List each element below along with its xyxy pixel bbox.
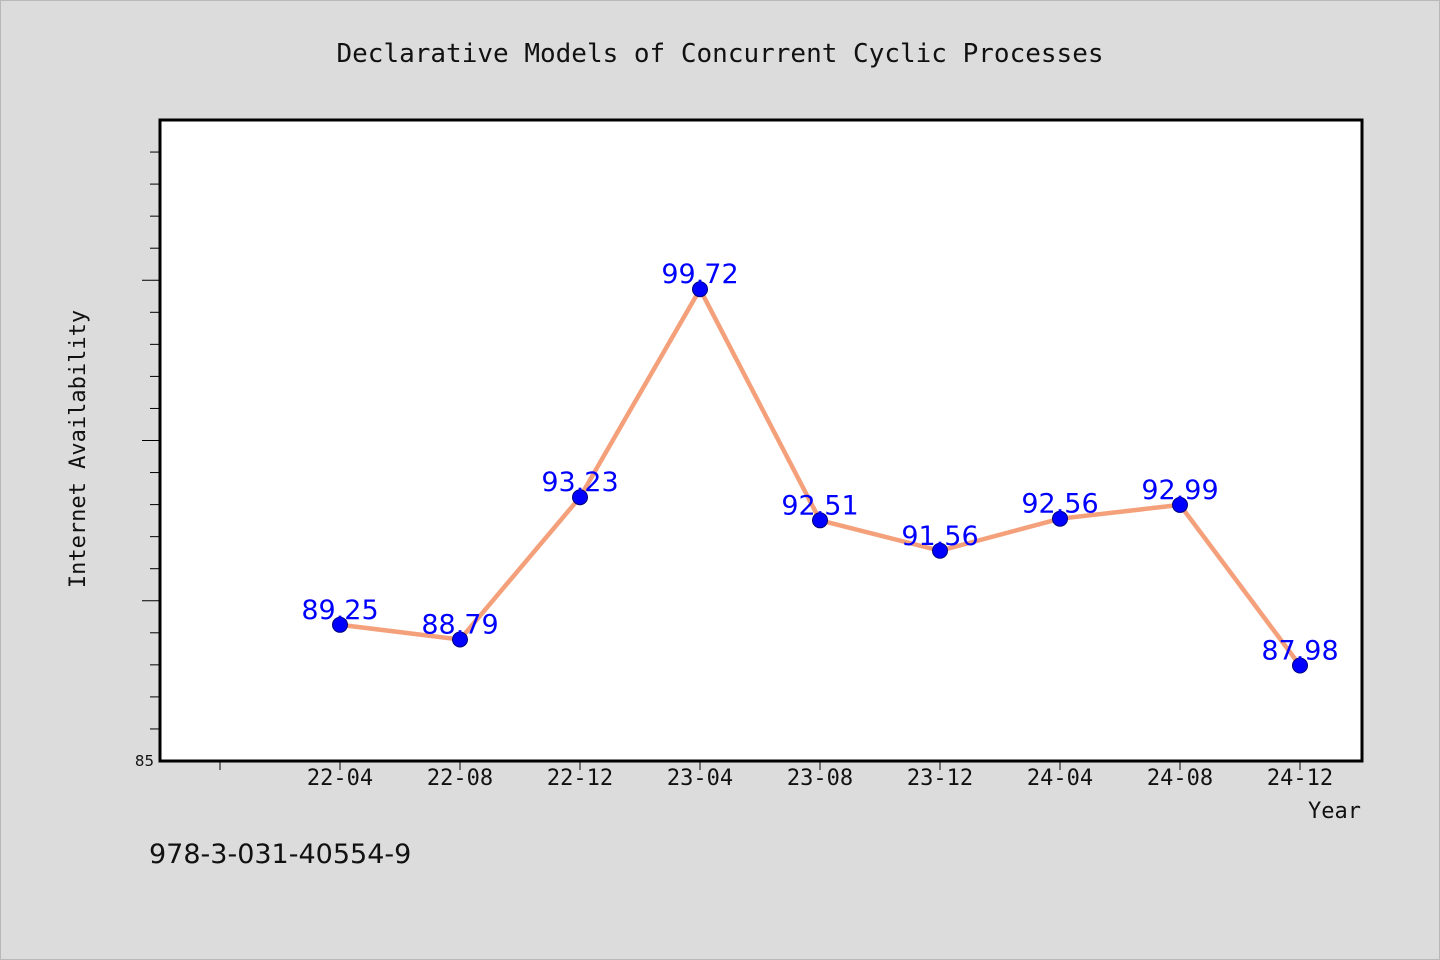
data-point [452,631,468,648]
x-tick-label: 24-08 [1147,766,1213,791]
data-point [812,512,828,529]
data-point [932,542,948,559]
x-tick-label: 22-04 [307,766,373,791]
x-axis-label: Year [1308,799,1361,824]
data-point [692,281,708,298]
x-tick-label: 22-08 [427,766,493,791]
axis-layer: 85 22-04 22-08 22-12 23-04 23-08 23-12 24-04 24-… [135,151,1333,791]
x-tick-label: 23-12 [907,766,973,791]
series-layer: 89.25 88.79 93.23 99.72 92.51 91.56 92.56 92.99… [301,259,1339,674]
y-axis-label: Internet Availability [66,310,91,588]
data-label: 91.56 [901,521,978,552]
chart-title: Declarative Models of Concurrent Cyclic … [336,39,1103,69]
plot-area [158,118,1364,763]
data-label: 92.99 [1141,475,1218,506]
data-label: 89.25 [301,595,378,626]
data-label: 92.51 [781,490,858,521]
footnote: 978-3-031-40554-9 [149,839,411,870]
data-point [1292,657,1308,674]
x-tick-label: 24-04 [1027,766,1093,791]
data-point [1052,510,1068,527]
data-label: 88.79 [421,610,498,641]
data-point [1172,496,1188,513]
x-tick-label: 23-04 [667,766,733,791]
x-tick-label: 24-12 [1267,766,1333,791]
data-label: 87.98 [1261,635,1338,666]
x-tick-label: 22-12 [547,766,613,791]
y-tick-label: 85 [135,752,154,770]
data-label: 93.23 [541,467,618,498]
data-label: 99.72 [661,259,738,290]
data-label: 92.56 [1021,489,1098,520]
data-point [572,489,588,506]
x-tick-label: 23-08 [787,766,853,791]
data-point [332,616,348,633]
